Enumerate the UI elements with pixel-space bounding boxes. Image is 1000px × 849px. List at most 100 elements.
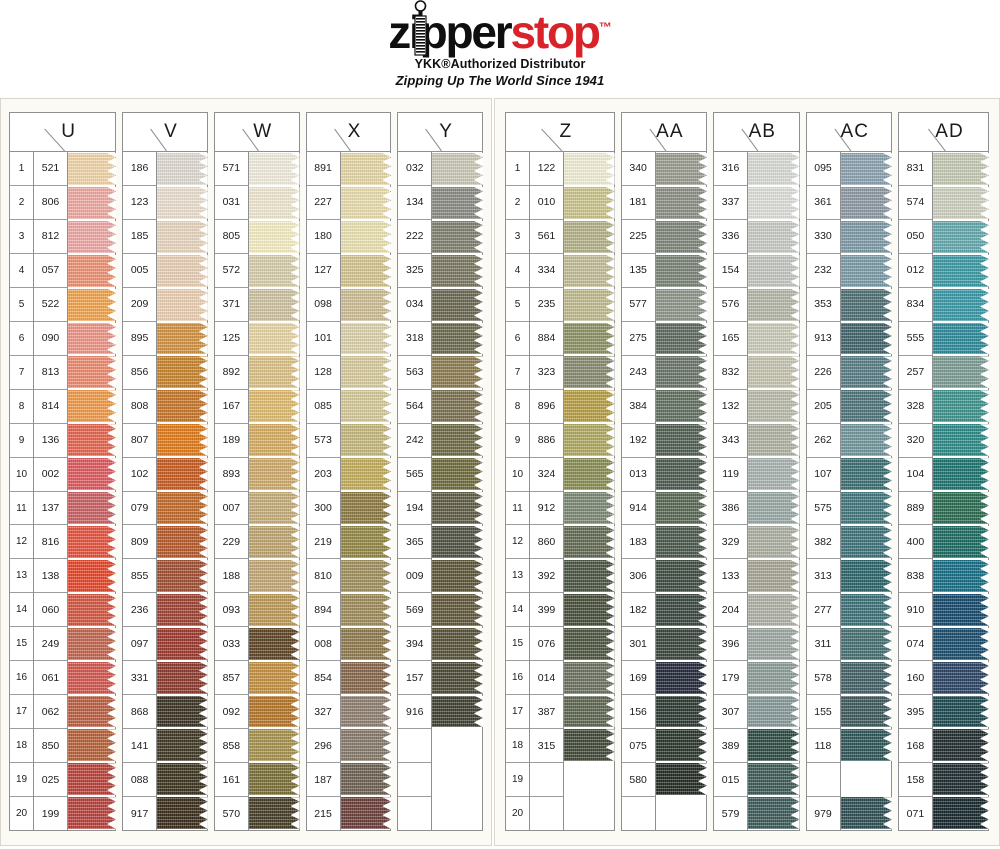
color-swatch[interactable] [748,796,799,830]
color-swatch[interactable] [432,355,482,389]
color-swatch[interactable] [564,491,614,525]
color-code-cell[interactable]: 034 [398,288,432,322]
color-swatch[interactable] [157,796,207,830]
color-code-cell[interactable]: 399 [530,593,563,628]
color-swatch[interactable] [932,593,989,627]
color-swatch[interactable] [340,593,391,627]
color-code-cell[interactable]: 808 [123,390,157,424]
color-swatch[interactable] [932,220,989,254]
color-swatch[interactable] [248,322,299,356]
color-swatch[interactable] [248,457,299,491]
color-code-cell[interactable]: 834 [898,288,932,322]
color-code-cell[interactable]: 079 [123,492,157,526]
color-code-cell[interactable]: 227 [306,186,340,220]
color-code-cell[interactable]: 812 [34,220,67,254]
color-swatch[interactable] [68,491,116,525]
color-code-cell[interactable]: 137 [34,492,67,526]
color-code-cell[interactable]: 222 [398,220,432,254]
color-swatch[interactable] [157,254,207,288]
color-swatch[interactable] [748,457,799,491]
color-code-cell[interactable]: 157 [398,661,432,696]
color-swatch[interactable] [68,593,116,627]
color-code-cell[interactable]: 189 [214,424,248,458]
color-code-cell[interactable]: 396 [714,627,748,662]
color-code-cell[interactable]: 831 [898,152,932,186]
color-swatch[interactable] [655,762,707,796]
color-code-cell[interactable]: 856 [123,356,157,390]
color-swatch[interactable] [840,220,892,254]
color-code-cell[interactable]: 242 [398,424,432,458]
color-swatch[interactable] [157,728,207,762]
color-swatch[interactable] [564,389,614,423]
color-swatch[interactable] [157,695,207,729]
color-code-cell[interactable]: 343 [714,424,748,458]
color-swatch[interactable] [157,322,207,356]
color-code-cell[interactable]: 060 [34,593,67,628]
color-code-cell[interactable]: 331 [123,661,157,696]
color-code-cell[interactable]: 031 [214,186,248,220]
color-swatch[interactable] [655,525,707,559]
color-code-cell[interactable]: 327 [306,695,340,730]
color-code-cell[interactable]: 387 [530,695,563,730]
color-swatch[interactable] [432,627,482,661]
color-code-cell[interactable]: 188 [214,559,248,594]
color-swatch[interactable] [68,288,116,322]
color-code-cell[interactable]: 098 [306,288,340,322]
color-code-cell[interactable]: 576 [714,288,748,322]
color-swatch[interactable] [432,762,482,796]
color-code-cell[interactable]: 183 [621,525,655,560]
color-code-cell[interactable]: 395 [898,695,932,730]
color-code-cell[interactable]: 329 [714,525,748,560]
color-swatch[interactable] [564,762,614,796]
color-swatch[interactable] [340,559,391,593]
color-swatch[interactable] [248,559,299,593]
color-swatch[interactable] [340,423,391,457]
color-swatch[interactable] [932,525,989,559]
color-code-cell[interactable]: 361 [806,186,840,220]
color-swatch[interactable] [157,355,207,389]
color-code-cell[interactable]: 002 [34,458,67,492]
color-code-cell[interactable]: 074 [898,627,932,662]
color-code-cell[interactable]: 979 [814,807,832,820]
color-code-cell[interactable] [806,763,840,798]
color-swatch[interactable] [840,288,892,322]
color-code-cell[interactable]: 336 [714,220,748,254]
color-code-cell[interactable]: 010 [530,186,563,220]
color-code-cell[interactable]: 101 [306,322,340,356]
color-swatch[interactable] [841,762,891,796]
color-swatch[interactable] [68,796,116,830]
color-code-cell[interactable]: 134 [398,186,432,220]
color-code-cell[interactable]: 912 [530,492,563,526]
color-code-cell[interactable]: 810 [306,559,340,594]
color-code-cell[interactable]: 232 [806,254,840,288]
color-code-cell[interactable]: 306 [621,559,655,594]
color-code-cell[interactable]: 311 [806,627,840,662]
color-code-cell[interactable]: 392 [530,559,563,594]
color-code-cell[interactable]: 571 [214,152,248,186]
color-code-cell[interactable]: 913 [806,322,840,356]
color-code-cell[interactable]: 330 [806,220,840,254]
color-code-cell[interactable]: 365 [398,525,432,560]
color-code-cell[interactable]: 854 [306,661,340,696]
color-swatch[interactable] [68,457,116,491]
color-code-cell[interactable]: 154 [714,254,748,288]
color-swatch[interactable] [655,661,707,695]
color-code-cell[interactable]: 301 [621,627,655,662]
color-swatch[interactable] [157,152,207,186]
color-swatch[interactable] [564,355,614,389]
color-swatch[interactable] [157,627,207,661]
color-swatch[interactable] [840,627,892,661]
color-code-cell[interactable]: 219 [306,525,340,560]
color-code-cell[interactable]: 857 [214,661,248,696]
color-code-cell[interactable]: 158 [898,763,932,798]
color-swatch[interactable] [340,695,391,729]
color-code-cell[interactable]: 135 [621,254,655,288]
color-swatch[interactable] [840,457,892,491]
color-code-cell[interactable] [398,763,432,798]
color-swatch[interactable] [840,322,892,356]
color-code-cell[interactable]: 132 [714,390,748,424]
color-code-cell[interactable]: 325 [398,254,432,288]
color-code-cell[interactable]: 014 [530,661,563,696]
color-code-cell[interactable] [530,763,563,798]
color-swatch[interactable] [840,152,892,186]
